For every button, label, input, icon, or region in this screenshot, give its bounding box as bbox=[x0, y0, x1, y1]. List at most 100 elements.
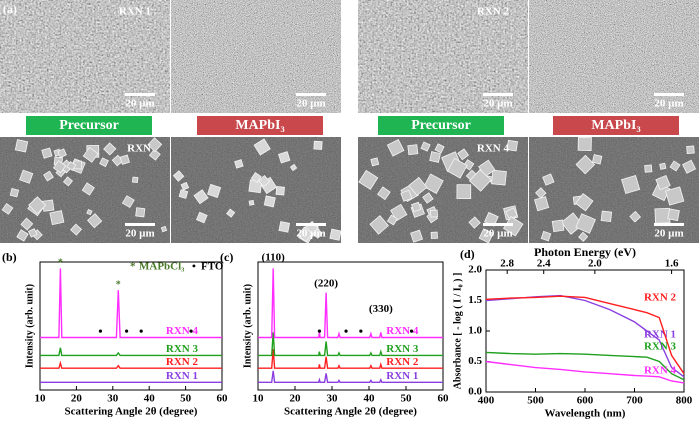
crystal bbox=[686, 145, 695, 155]
banner bbox=[378, 116, 504, 135]
fto-mark bbox=[317, 329, 322, 333]
series-line bbox=[258, 370, 443, 383]
crystal bbox=[358, 169, 379, 190]
crystal bbox=[258, 175, 271, 188]
series-line bbox=[485, 295, 685, 375]
crystal bbox=[540, 230, 552, 242]
x-tick-label: 10 bbox=[253, 393, 265, 405]
banner bbox=[26, 116, 152, 135]
crystal bbox=[62, 176, 74, 187]
y-tick-label: 1.5 bbox=[468, 294, 482, 306]
annotation: (330) bbox=[369, 303, 393, 315]
series-line bbox=[258, 268, 443, 339]
crystal bbox=[207, 183, 222, 198]
banner bbox=[197, 116, 323, 135]
series-line bbox=[485, 360, 685, 384]
crystal bbox=[560, 212, 584, 235]
crystal bbox=[131, 176, 139, 184]
crystal bbox=[160, 225, 168, 233]
x-axis-title: Scattering Angle 2θ (degree) bbox=[284, 406, 417, 418]
crystal bbox=[234, 159, 244, 169]
crystal bbox=[1, 203, 14, 215]
crystal bbox=[253, 138, 271, 156]
x-tick-label: 30 bbox=[107, 393, 119, 405]
x2-tick-label: 2.8 bbox=[500, 258, 514, 270]
series-line bbox=[485, 351, 685, 381]
crystal bbox=[172, 170, 185, 182]
crystal bbox=[422, 192, 434, 204]
series-label: RXN 2 bbox=[644, 292, 677, 304]
y-tick-label: 0.5 bbox=[468, 355, 482, 367]
series-label: RXN 1 bbox=[386, 370, 418, 382]
annotation: (110) bbox=[262, 252, 286, 264]
crystal bbox=[468, 169, 492, 192]
y-axis-title: Absorbance [ - log ( I / I₀ ) ] bbox=[452, 273, 463, 390]
fto-mark bbox=[359, 329, 363, 333]
crystal bbox=[665, 186, 685, 206]
crystal bbox=[312, 228, 323, 239]
image-label: RXN 1 bbox=[119, 6, 151, 18]
sem-image bbox=[358, 137, 528, 244]
panel-a: RXN 1 20 µm 20 µm RXN 2 20 µm 20 µm RXN 20 µm 20… bbox=[0, 0, 699, 244]
crystal bbox=[49, 210, 65, 226]
x-tick-label: 400 bbox=[478, 395, 495, 407]
fto-mark bbox=[98, 329, 103, 333]
crystal bbox=[28, 196, 47, 215]
crystal bbox=[297, 226, 313, 243]
x-axis-title: Scattering Angle 2θ (degree) bbox=[65, 406, 198, 418]
legend-symbol: • bbox=[192, 261, 196, 273]
fto-mark bbox=[409, 329, 414, 333]
crystal bbox=[429, 151, 441, 163]
crystal bbox=[468, 216, 481, 229]
x-axis-title: Wavelength (nm) bbox=[545, 408, 626, 420]
crystal bbox=[591, 154, 603, 165]
scale-label: 20 µm bbox=[483, 228, 512, 240]
series-label: RXN 4 bbox=[166, 325, 199, 337]
crystal bbox=[667, 208, 680, 222]
crystal bbox=[447, 157, 468, 179]
x-tick-label: 700 bbox=[626, 395, 643, 407]
crystal bbox=[278, 221, 291, 233]
crystal bbox=[66, 160, 77, 171]
crystal bbox=[575, 154, 596, 175]
series-label: RXN 3 bbox=[386, 343, 419, 355]
crystal bbox=[313, 140, 323, 150]
banner-label: MAPbI₃ bbox=[591, 118, 640, 133]
annotation: (220) bbox=[314, 277, 338, 289]
x-tick-label: 10 bbox=[35, 393, 47, 405]
crystal bbox=[193, 189, 209, 205]
scale-label: 20 µm bbox=[654, 228, 683, 240]
x2-tick-label: 2.0 bbox=[588, 258, 602, 270]
series-label: RXN 1 bbox=[644, 329, 676, 341]
crystal bbox=[103, 142, 117, 156]
crystal bbox=[148, 148, 161, 161]
crystal bbox=[654, 207, 671, 224]
sem-texture bbox=[171, 0, 341, 113]
crystal bbox=[390, 203, 408, 222]
scale-label: 20 µm bbox=[125, 228, 154, 240]
crystal bbox=[505, 207, 518, 220]
crystal bbox=[377, 186, 391, 201]
crystal bbox=[226, 208, 236, 218]
crystal bbox=[263, 195, 276, 208]
y-tick-label: 0.0 bbox=[468, 386, 482, 398]
crystal bbox=[121, 195, 135, 209]
crystal bbox=[682, 159, 697, 174]
fto-mark bbox=[189, 329, 193, 333]
crystal bbox=[16, 229, 29, 242]
x-tick-label: 40 bbox=[364, 393, 376, 405]
crystal bbox=[659, 162, 667, 170]
series-label: RXN 3 bbox=[644, 341, 677, 353]
crystal bbox=[434, 143, 445, 154]
crystal bbox=[369, 215, 389, 235]
crystal bbox=[535, 187, 547, 199]
sem-image bbox=[529, 0, 699, 113]
series-label: RXN 2 bbox=[166, 356, 199, 368]
series-label: RXN 1 bbox=[166, 370, 198, 382]
x-tick-label: 40 bbox=[144, 393, 156, 405]
crystal bbox=[386, 138, 405, 157]
crystal bbox=[180, 181, 190, 191]
crystal bbox=[178, 189, 189, 199]
sem-image bbox=[171, 0, 341, 113]
scale-bar bbox=[125, 223, 155, 226]
